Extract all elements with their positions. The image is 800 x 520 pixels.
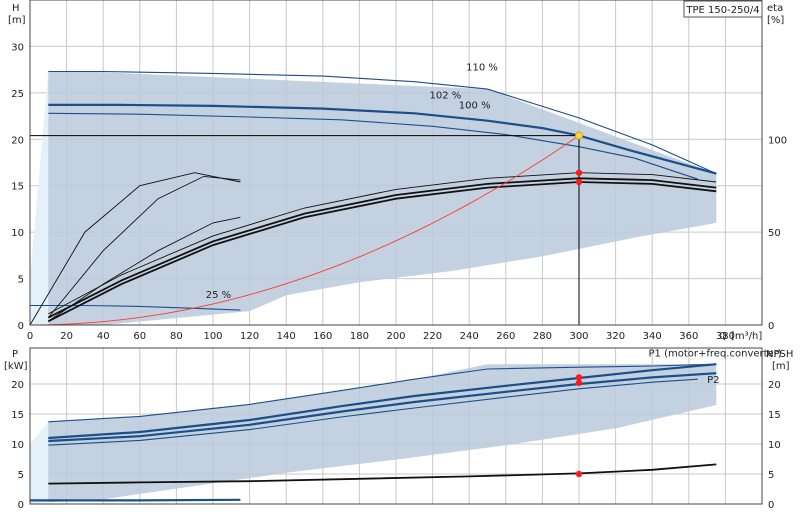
head-curve-h102 <box>48 103 717 175</box>
x-tick-label: 240 <box>460 331 479 342</box>
top-plot-frame <box>29 0 763 326</box>
x-tick-label: 380 <box>716 331 735 342</box>
y-left-tick-label: 25 <box>11 89 24 100</box>
system-curve <box>29 135 580 326</box>
y-right-tick-label: 0 <box>768 321 774 332</box>
speed-label: 102 % <box>430 90 462 101</box>
efficiency-curve-1 <box>47 177 717 319</box>
efficiency-duty-point <box>575 169 583 176</box>
y-right-tick-label: 10 <box>768 440 781 451</box>
npsh-duty-point <box>575 470 583 478</box>
x-tick-label: 300 <box>569 331 588 342</box>
head-curve-h100 <box>48 112 699 180</box>
y-left-tick-label: 10 <box>11 440 24 451</box>
npsh-curve <box>48 463 717 485</box>
power-curve-p25 <box>30 498 241 502</box>
x-tick-label: 20 <box>60 331 73 342</box>
npsh-axis-label: NPSH <box>766 349 793 360</box>
y-left-tick-label: 10 <box>11 228 24 239</box>
low-flow-band <box>30 421 49 504</box>
power-curve-p100 <box>48 378 698 446</box>
x-tick-label: 60 <box>133 331 146 342</box>
head-curve-h25 <box>30 304 241 311</box>
npsh-axis-unit: [m] <box>772 361 790 372</box>
x-tick-label: 0 <box>27 331 33 342</box>
speed-label: 100 % <box>459 101 491 112</box>
power-npsh-panel: 0 5 10 15 20 0 5 10 15 20 P1 (motor+freq.converter… <box>11 347 782 511</box>
efficiency-curve-2 <box>48 172 717 315</box>
y-left-tick-label: 5 <box>18 275 24 286</box>
head-axis-unit: [m] <box>8 15 26 26</box>
x-tick-label: 200 <box>386 331 405 342</box>
power-axis-unit: [kW] <box>4 361 28 372</box>
eta-axis-label: eta <box>767 3 783 14</box>
series-label: P2 <box>707 375 719 386</box>
power-axis-label: P <box>12 349 18 360</box>
power-curve-p110 <box>48 363 717 423</box>
operating-region <box>48 364 717 503</box>
x-tick-label: 320 <box>606 331 625 342</box>
efficiency-curve-0 <box>47 181 717 323</box>
head-axis-label: H <box>12 3 20 14</box>
y-left-tick-label: 5 <box>18 470 24 481</box>
y-left-tick-label: 0 <box>18 321 24 332</box>
power-duty-point <box>575 379 583 386</box>
y-right-tick-label: 20 <box>768 380 781 391</box>
efficiency-duty-point <box>575 178 583 186</box>
y-left-tick-label: 15 <box>11 182 24 193</box>
power-duty-point <box>575 374 583 381</box>
x-tick-label: 340 <box>643 331 662 342</box>
x-tick-label: 40 <box>97 331 110 342</box>
efficiency-curve-4 <box>48 216 241 322</box>
flow-axis-label: Q <box>719 331 727 342</box>
x-tick-label: 80 <box>170 331 183 342</box>
y-left-tick-label: 20 <box>11 380 24 391</box>
y-left-tick-label: 15 <box>11 410 24 421</box>
power-curve-p1 <box>48 363 717 440</box>
x-tick-label: 140 <box>277 331 296 342</box>
bottom-plot-frame <box>29 347 763 505</box>
duty-point <box>575 131 584 140</box>
flow-axis-unit: [m³/h] <box>731 331 762 342</box>
speed-label: 110 % <box>466 63 498 74</box>
pump-model-label: TPE 150-250/4 <box>685 5 759 16</box>
pump-model-box: TPE 150-250/4 <box>683 0 763 18</box>
eta-axis-unit: [%] <box>767 15 784 26</box>
x-tick-label: 260 <box>496 331 515 342</box>
x-tick-label: 120 <box>240 331 259 342</box>
y-right-tick-label: 50 <box>768 228 781 239</box>
y-left-tick-label: 0 <box>18 500 24 511</box>
y-left-tick-label: 20 <box>11 135 24 146</box>
efficiency-curve-5 <box>29 172 241 326</box>
series-label: P1 (motor+freq.converter) <box>649 348 782 359</box>
efficiency-curve-3 <box>47 175 241 318</box>
y-right-tick-label: 15 <box>768 410 781 421</box>
head-curve-h110 <box>48 70 717 175</box>
y-right-tick-label: 0 <box>768 500 774 511</box>
x-tick-label: 280 <box>533 331 552 342</box>
speed-label: 25 % <box>206 290 231 301</box>
low-flow-band <box>30 71 49 325</box>
x-tick-label: 180 <box>350 331 369 342</box>
y-right-tick-label: 5 <box>768 470 774 481</box>
y-right-tick-label: 100 <box>768 135 787 146</box>
x-tick-label: 160 <box>313 331 332 342</box>
x-tick-label: 360 <box>679 331 698 342</box>
x-tick-label: 220 <box>423 331 442 342</box>
power-curve-p2 <box>48 372 717 443</box>
x-tick-label: 100 <box>203 331 222 342</box>
y-left-tick-label: 30 <box>11 42 24 53</box>
